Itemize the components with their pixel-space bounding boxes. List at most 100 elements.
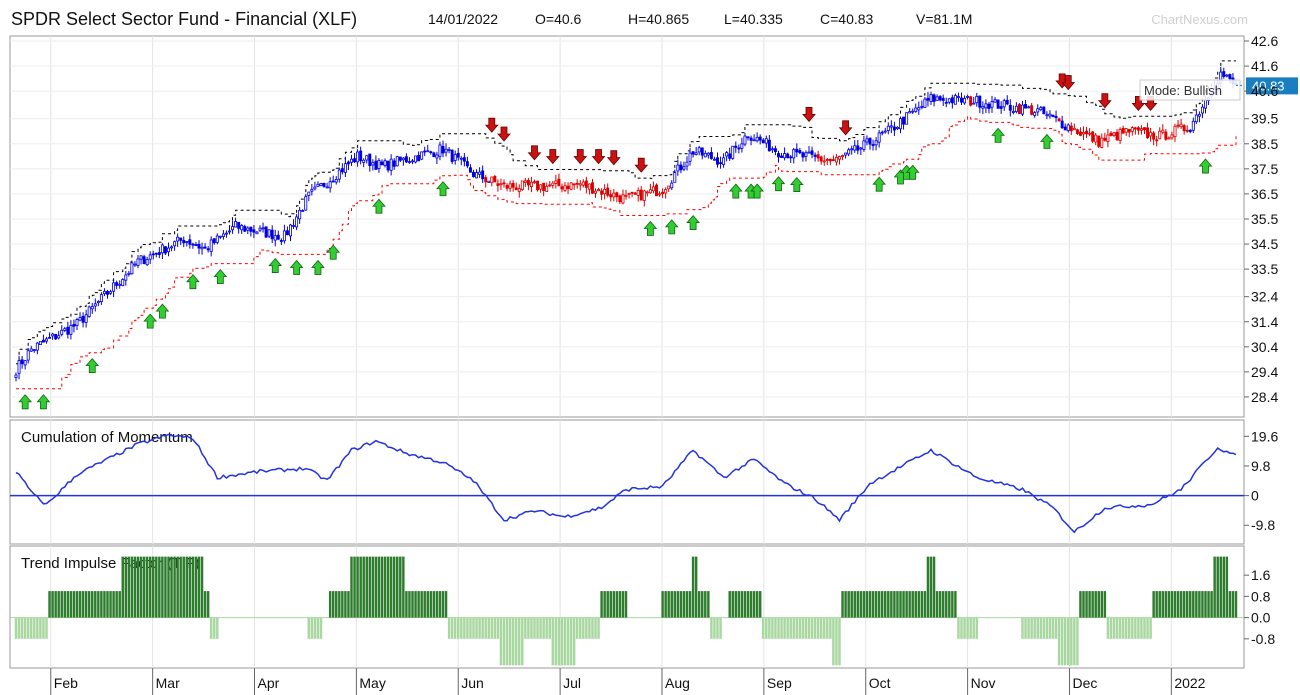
- candle-body: [697, 147, 701, 153]
- tif-bar: [54, 591, 57, 618]
- tif-bar: [572, 617, 576, 666]
- tif-bar: [841, 591, 844, 618]
- tif-bar: [328, 591, 332, 618]
- tif-bar: [63, 591, 67, 618]
- candle-body: [96, 301, 100, 304]
- candle-body: [453, 154, 457, 161]
- tif-bar: [423, 591, 426, 618]
- buy-signal-arrow: [289, 259, 304, 275]
- tif-bar: [728, 591, 731, 618]
- candle-body: [691, 151, 695, 155]
- momentum-tick-label: 19.6: [1251, 428, 1278, 444]
- tif-bar: [1170, 591, 1174, 618]
- tif-bar: [710, 617, 713, 639]
- tif-bar: [316, 617, 320, 639]
- candle-body: [1191, 120, 1195, 131]
- candle-body: [999, 106, 1003, 109]
- tif-bar: [563, 617, 567, 666]
- candle-body: [716, 157, 719, 165]
- candle-body: [365, 155, 369, 161]
- candle-body: [780, 155, 784, 158]
- tif-bar: [106, 591, 109, 618]
- x-tick-label: Feb: [54, 675, 78, 691]
- tif-bar: [441, 591, 445, 618]
- candle-body: [725, 152, 729, 157]
- tif-bar: [957, 617, 960, 639]
- candle-body: [862, 140, 866, 150]
- candle-body: [847, 149, 851, 155]
- momentum-title: Cumulation of Momentum: [21, 429, 193, 446]
- candle-body: [807, 151, 811, 154]
- tif-bar: [1231, 591, 1235, 618]
- price-tick-label: 33.5: [1251, 261, 1278, 277]
- candle-body: [1136, 127, 1140, 131]
- candle-body: [712, 158, 716, 161]
- price-tick-label: 31.4: [1251, 314, 1278, 330]
- tif-bar: [774, 617, 777, 639]
- tif-tick-label: 0.0: [1251, 610, 1271, 626]
- candle-body: [526, 179, 530, 186]
- tif-bar: [371, 556, 375, 618]
- tif-bar: [679, 591, 683, 618]
- sell-signal-arrow: [484, 117, 499, 133]
- tif-bar: [170, 556, 173, 618]
- tif-bar: [481, 617, 484, 639]
- candle-body: [944, 101, 948, 104]
- tif-bar: [902, 591, 905, 618]
- tif-bar: [801, 617, 805, 639]
- tif-bar: [554, 617, 558, 666]
- candle-body: [1109, 132, 1113, 136]
- candle-body: [1164, 131, 1168, 140]
- candle-body: [895, 126, 899, 130]
- tif-bar: [966, 617, 969, 639]
- candle-body: [1005, 99, 1009, 105]
- tif-bar: [1076, 617, 1079, 666]
- candle-body: [350, 158, 353, 163]
- tif-bar: [1152, 591, 1155, 618]
- candle-body: [728, 153, 732, 159]
- candle-body: [533, 181, 536, 184]
- candle-body: [914, 107, 918, 112]
- candle-body: [627, 193, 631, 195]
- tif-bar: [783, 617, 786, 639]
- candle-body: [221, 233, 225, 237]
- candle-body: [54, 333, 58, 340]
- buy-signal-arrow: [326, 244, 341, 260]
- tif-bar: [87, 591, 91, 618]
- candle-body: [112, 282, 116, 292]
- tif-bar: [923, 591, 927, 618]
- candle-body: [834, 156, 838, 163]
- tif-bar: [560, 617, 564, 666]
- tif-bar: [1079, 591, 1082, 618]
- candle-body: [261, 227, 265, 230]
- tif-bar: [731, 591, 734, 618]
- tif-bar: [152, 556, 155, 618]
- tif-bar: [884, 591, 887, 618]
- candle-body: [969, 96, 973, 106]
- tif-bar: [194, 556, 198, 618]
- candle-body: [444, 148, 448, 153]
- momentum-frame: [9, 419, 1245, 545]
- tif-bar: [740, 591, 744, 618]
- candle-body: [343, 163, 347, 173]
- candle-body: [337, 169, 341, 180]
- candle-body: [1024, 104, 1028, 109]
- quote-volume: V=81.1M: [916, 11, 973, 27]
- tif-bar: [341, 591, 344, 618]
- tif-bar: [588, 617, 591, 639]
- tif-bar: [191, 556, 195, 618]
- tif-bar: [145, 556, 149, 618]
- tif-bar: [682, 591, 686, 618]
- tif-tick-label: -0.8: [1251, 631, 1275, 647]
- tif-bar: [66, 591, 70, 618]
- tif-bar: [487, 617, 490, 639]
- tif-bar: [51, 591, 54, 618]
- candle-body: [32, 349, 36, 351]
- tif-bar: [807, 617, 811, 639]
- tif-bar: [527, 617, 530, 639]
- candle-body: [841, 155, 845, 157]
- tif-bar: [17, 617, 21, 639]
- candle-body: [1030, 105, 1034, 115]
- candle-body: [359, 150, 363, 161]
